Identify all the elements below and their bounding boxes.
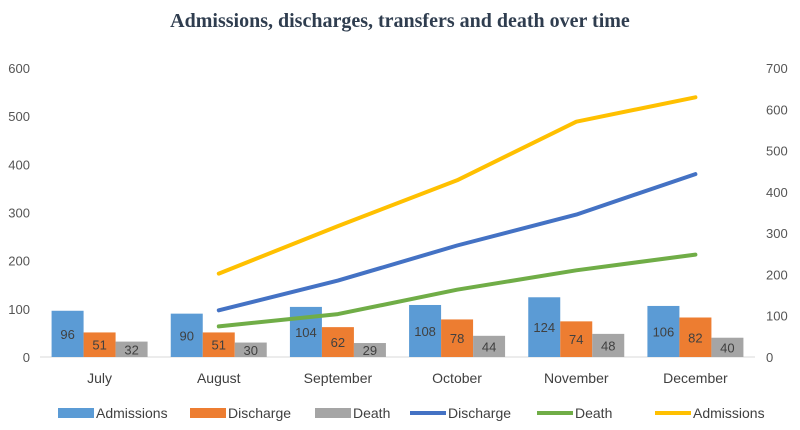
right-tick-label: 0 [766,350,773,365]
bar-value-label: 29 [363,343,377,358]
bar-admissions [170,313,203,357]
category-labels: July August September October November Decemb… [87,370,728,386]
category-label: November [544,370,609,386]
right-tick-label: 500 [766,144,788,159]
left-tick-label: 200 [8,254,30,269]
bar-value-label: 32 [124,342,138,357]
bar-value-label: 104 [295,325,317,340]
bar-discharge [83,332,116,357]
left-tick-label: 600 [8,61,30,76]
right-axis-ticks: 0 100 200 300 400 500 600 700 [766,61,788,365]
bar-admissions [409,304,442,357]
legend-swatch-discharge [190,408,226,418]
bar-death [353,343,386,357]
legend-label: Admissions [693,405,765,421]
bar-value-label: 90 [180,328,194,343]
bar-admissions [647,305,680,357]
bar-value-label: 106 [653,324,675,339]
bar-value-label: 44 [482,339,496,354]
left-tick-label: 400 [8,157,30,172]
bar-death [711,337,744,357]
bar-value-label: 48 [601,338,615,353]
bar-discharge [679,317,712,357]
category-label: August [197,370,241,386]
bar-value-label: 78 [450,331,464,346]
legend: Admissions Discharge Death Discharge Death Ad… [58,405,765,421]
chart-title: Admissions, discharges, transfers and de… [170,10,630,32]
bar-value-label: 51 [212,338,226,353]
bar-discharge [321,327,354,357]
bar-value-label: 62 [331,335,345,350]
right-tick-label: 100 [766,309,788,324]
legend-label: Death [575,405,612,421]
legend-swatch-admissions [58,408,94,418]
bar-value-label: 74 [569,332,583,347]
bar-death [115,341,148,357]
bar-value-label: 30 [244,343,258,358]
bar-discharge [202,332,235,357]
bar-discharge [441,319,474,357]
bar-value-label: 108 [414,324,436,339]
bar-discharge [560,321,593,357]
bar-series-group [51,297,744,357]
legend-label: Discharge [228,405,291,421]
category-label: September [304,370,373,386]
bar-death [234,342,267,357]
line-series-group [216,95,698,329]
category-label: December [663,370,728,386]
right-tick-label: 300 [766,226,788,241]
left-tick-label: 0 [23,350,30,365]
bar-death [592,333,625,357]
left-axis-ticks: 0 100 200 300 400 500 600 [8,61,30,365]
right-tick-label: 600 [766,102,788,117]
bar-value-label: 96 [60,327,74,342]
bar-admissions [51,310,84,357]
bar-value-label: 40 [720,340,734,355]
left-tick-label: 300 [8,206,30,221]
legend-label: Death [353,405,390,421]
legend-label: Discharge [448,405,511,421]
line-discharge [216,172,698,313]
left-tick-label: 100 [8,302,30,317]
bar-admissions [528,297,561,357]
bar-value-label: 51 [92,338,106,353]
right-tick-label: 700 [766,61,788,76]
bar-data-labels: 96 51 32 90 51 30 104 62 29 108 78 44 124 74 48 106 82 40 [60,320,734,358]
line-death [216,252,698,329]
left-tick-label: 500 [8,109,30,124]
right-tick-label: 200 [766,267,788,282]
legend-label: Admissions [96,405,168,421]
line-admissions [216,95,698,276]
category-label: October [432,370,482,386]
bar-death [473,335,506,357]
category-label: July [87,370,112,386]
right-tick-label: 400 [766,185,788,200]
bar-value-label: 82 [688,330,702,345]
legend-swatch-death [315,408,351,418]
bar-value-label: 124 [533,320,555,335]
